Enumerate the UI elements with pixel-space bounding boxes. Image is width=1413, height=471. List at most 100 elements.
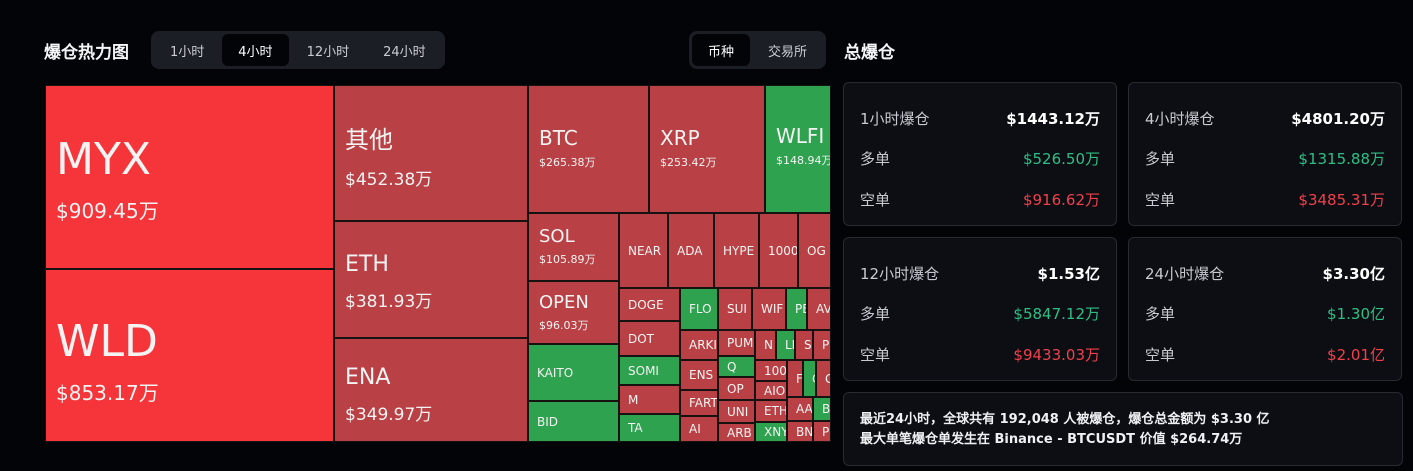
tile-symbol: HYPE [723,243,755,258]
summary-line-2: 最大单笔爆仓单发生在 Binance - BTCUSDT 价值 $264.74万 [860,432,1243,447]
tile-pum[interactable]: PUM [718,330,755,356]
tile-n[interactable]: N [755,330,776,360]
tile-li[interactable]: LI [776,330,795,360]
tile-其他[interactable]: 其他 $452.38万 [334,85,528,221]
tile-symbol: PEN [795,302,806,316]
tile-xny[interactable]: XNY [755,422,787,442]
time-range-tabs: 1小时 4小时 12小时 24小时 [151,31,445,69]
card-1h: 1小时爆仓 $1443.12万 多单 $526.50万 空单 $916.62万 [843,82,1117,226]
tile-pe[interactable]: PE [813,421,831,442]
tile-symbol: NEAR [628,243,662,258]
tile-uni[interactable]: UNI [718,400,755,423]
tile-arb[interactable]: ARB [718,423,755,442]
tile-ta[interactable]: TA [619,414,680,442]
tile-g[interactable]: G [816,360,831,397]
tile-value: $909.45万 [56,199,159,223]
tile-og[interactable]: OG [798,213,831,288]
tile-myx[interactable]: MYX $909.45万 [45,85,334,269]
tile-symbol: XRP [660,126,700,150]
tile-somi[interactable]: SOMI [619,356,680,385]
tile-wld[interactable]: WLD $853.17万 [45,269,334,442]
tile-sol[interactable]: SOL $105.89万 [528,213,619,281]
short-label: 空单 [860,191,891,209]
tile-wlfi[interactable]: WLFI $148.94万 [765,85,831,213]
tab-coin[interactable]: 币种 [692,34,751,66]
tile-flo[interactable]: FLO [680,288,718,330]
long-label: 多单 [860,305,891,323]
tile-wif[interactable]: WIF [752,288,786,330]
tile-xrp[interactable]: XRP $253.42万 [649,85,765,213]
tile-symbol: SOMI [628,363,659,378]
tab-24h[interactable]: 24小时 [383,44,426,60]
tile-value: $265.38万 [539,156,596,169]
tab-exchange[interactable]: 交易所 [768,44,808,60]
tile-btc[interactable]: BTC $265.38万 [528,85,649,213]
tile-symbol: Q [727,359,737,374]
tile-av[interactable]: AV [807,288,831,330]
tile-symbol: ENS [689,368,714,382]
tile-c[interactable]: C [803,360,816,397]
tile-dot[interactable]: DOT [619,321,680,356]
tile-value: $381.93万 [345,292,433,312]
tile-ens[interactable]: ENS [680,360,718,390]
short-value: $916.62万 [1022,191,1100,209]
tile-f[interactable]: F [787,360,803,397]
tile-symbol: UNI [727,404,749,419]
tab-4h[interactable]: 4小时 [222,34,289,66]
tile-bid[interactable]: BID [528,401,619,442]
tile-symbol: 其他 [345,126,393,154]
tile-bn[interactable]: BN [787,421,813,442]
long-label: 多单 [1145,150,1176,168]
card-label: 4小时爆仓 [1145,109,1215,128]
tile-eth[interactable]: ETH $381.93万 [334,221,528,338]
tile-symbol: AV [816,302,831,316]
tile-eth[interactable]: ETH [755,400,787,422]
tile-kaito[interactable]: KAITO [528,344,619,401]
tile-hype[interactable]: HYPE [714,213,759,288]
tile-symbol: DOGE [628,297,664,312]
tab-12h[interactable]: 12小时 [306,44,350,60]
tile-value: $349.97万 [345,405,433,425]
heatmap-title: 爆仓热力图 [44,43,129,63]
tile-pen[interactable]: PEN [786,288,807,330]
tab-1h[interactable]: 1小时 [170,44,205,60]
tile-symbol: AI [689,422,701,436]
tile-doge[interactable]: DOGE [619,288,680,321]
tile-ena[interactable]: ENA $349.97万 [334,338,528,442]
tile-symbol: AA [796,402,813,416]
tile-sui[interactable]: SUI [718,288,752,330]
tile-q[interactable]: Q [718,356,755,377]
tile-symbol: FART [689,396,718,410]
tile-aio[interactable]: AIO [755,381,787,400]
tile-s[interactable]: S [795,330,813,360]
tile-symbol: SUI [727,302,747,316]
tile-symbol: ETH [764,404,787,418]
tile-symbol: BN [796,424,813,439]
tile-ai[interactable]: AI [680,416,718,442]
tile-m[interactable]: M [619,385,680,414]
card-label: 1小时爆仓 [860,109,930,128]
tile-open[interactable]: OPEN $96.03万 [528,281,619,344]
tile-symbol: G [825,372,830,386]
tile-fart[interactable]: FART [680,390,718,416]
tile-1000[interactable]: 1000 [755,360,787,381]
tile-near[interactable]: NEAR [619,213,668,288]
short-value: $9433.03万 [1013,346,1100,364]
tile-1000b[interactable]: 1000B [759,213,798,288]
tile-op[interactable]: OP [718,377,755,400]
tile-value: $452.38万 [345,170,433,190]
card-total: $3.30亿 [1322,264,1385,283]
tile-ada[interactable]: ADA [668,213,714,288]
tile-symbol: WLFI [776,124,825,148]
short-label: 空单 [860,346,891,364]
tile-symbol: OG [807,243,826,258]
tile-arki[interactable]: ARKI [680,330,718,360]
card-24h: 24小时爆仓 $3.30亿 多单 $1.30亿 空单 $2.01亿 [1128,237,1402,381]
tile-symbol: ETH [345,252,389,277]
tile-symbol: WLD [56,316,158,367]
tile-bi[interactable]: BI [813,397,831,421]
tile-p[interactable]: P [813,330,831,360]
tile-aa[interactable]: AA [787,397,813,421]
tile-symbol: LI [785,338,795,352]
view-mode-tabs: 币种 交易所 [689,31,827,69]
